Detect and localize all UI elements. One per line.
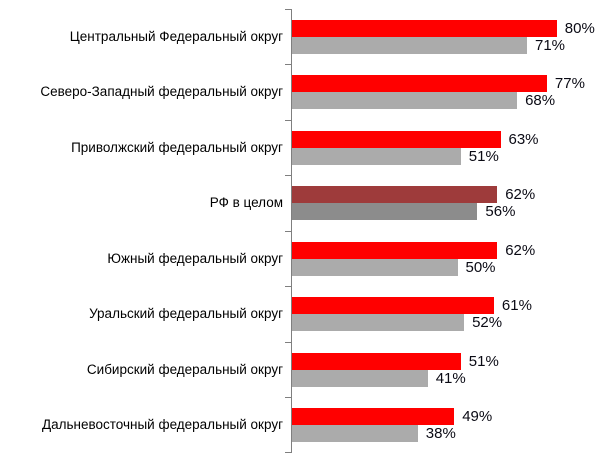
secondary-value-label: 50%	[465, 258, 496, 276]
primary-value-label: 51%	[468, 352, 499, 370]
primary-bar	[292, 352, 461, 370]
secondary-value-label: 51%	[468, 147, 499, 165]
secondary-value-label: 52%	[472, 314, 503, 332]
secondary-value-label: 56%	[485, 203, 516, 221]
primary-bar	[292, 130, 501, 148]
secondary-bar-row: 38%	[292, 425, 614, 443]
bar-track: 77% 68%	[285, 64, 614, 120]
category-label: Дальневосточный федеральный округ	[41, 417, 283, 433]
category-group: Центральный Федеральный округ 80% 71%	[0, 8, 614, 65]
bar-track: 51% 41%	[285, 341, 614, 398]
primary-bar-row: 51%	[292, 352, 614, 370]
bar-track: 62% 56%	[285, 175, 614, 231]
category-group: Северо-Западный федеральный округ 77% 68…	[0, 64, 614, 120]
secondary-bar-row: 41%	[292, 369, 614, 387]
secondary-bar	[292, 36, 527, 54]
category-group: РФ в целом 62% 56%	[0, 175, 614, 231]
bar-track: 80% 71%	[285, 8, 614, 65]
secondary-bar	[292, 203, 478, 221]
category-label: Южный федеральный округ	[107, 250, 283, 266]
primary-bar	[292, 408, 455, 426]
category-label: Северо-Западный федеральный округ	[40, 84, 283, 100]
category-group: Дальневосточный федеральный округ 49% 38…	[0, 397, 614, 453]
category-group: Южный федеральный округ 62% 50%	[0, 230, 614, 287]
secondary-bar	[292, 425, 418, 443]
secondary-bar	[292, 258, 458, 276]
bar-track: 62% 50%	[285, 230, 614, 287]
secondary-bar	[292, 314, 465, 332]
primary-value-label: 61%	[501, 297, 532, 315]
bar-track: 61% 52%	[285, 286, 614, 342]
secondary-value-label: 68%	[525, 92, 556, 110]
secondary-bar-row: 68%	[292, 92, 614, 110]
category-group: Сибирский федеральный округ 51% 41%	[0, 341, 614, 398]
primary-bar-row: 77%	[292, 75, 614, 93]
bar-track: 63% 51%	[285, 119, 614, 176]
secondary-bar-row: 50%	[292, 258, 614, 276]
primary-bar-row: 62%	[292, 186, 614, 204]
category-label: РФ в целом	[209, 195, 283, 211]
secondary-bar-row: 52%	[292, 314, 614, 332]
plot-area: Центральный Федеральный округ 80% 71% Се…	[0, 8, 614, 453]
primary-bar	[292, 75, 547, 93]
primary-value-label: 62%	[505, 186, 536, 204]
primary-value-label: 63%	[508, 130, 539, 148]
category-label: Сибирский федеральный округ	[86, 361, 283, 377]
primary-value-label: 49%	[462, 408, 493, 426]
primary-value-label: 62%	[505, 241, 536, 259]
category-group: Уральский федеральный округ 61% 52%	[0, 286, 614, 342]
primary-value-label: 77%	[554, 75, 585, 93]
primary-bar-row: 61%	[292, 297, 614, 315]
secondary-value-label: 38%	[425, 425, 456, 443]
bar-track: 49% 38%	[285, 397, 614, 453]
primary-bar	[292, 186, 498, 204]
category-label: Центральный Федеральный округ	[69, 28, 283, 44]
primary-bar-row: 62%	[292, 241, 614, 259]
primary-value-label: 80%	[564, 19, 595, 37]
primary-bar	[292, 297, 494, 315]
secondary-bar	[292, 92, 518, 110]
secondary-bar-row: 51%	[292, 147, 614, 165]
secondary-value-label: 41%	[435, 369, 466, 387]
primary-bar-row: 63%	[292, 130, 614, 148]
category-group: Приволжский федеральный округ 63% 51%	[0, 119, 614, 176]
secondary-bar	[292, 369, 428, 387]
category-label: Приволжский федеральный округ	[71, 139, 283, 155]
secondary-value-label: 71%	[535, 36, 566, 54]
secondary-bar-row: 71%	[292, 36, 614, 54]
primary-bar-row: 49%	[292, 408, 614, 426]
primary-bar	[292, 19, 557, 37]
category-label: Уральский федеральный округ	[89, 306, 283, 322]
secondary-bar	[292, 147, 461, 165]
primary-bar-row: 80%	[292, 19, 614, 37]
secondary-bar-row: 56%	[292, 203, 614, 221]
primary-bar	[292, 241, 498, 259]
